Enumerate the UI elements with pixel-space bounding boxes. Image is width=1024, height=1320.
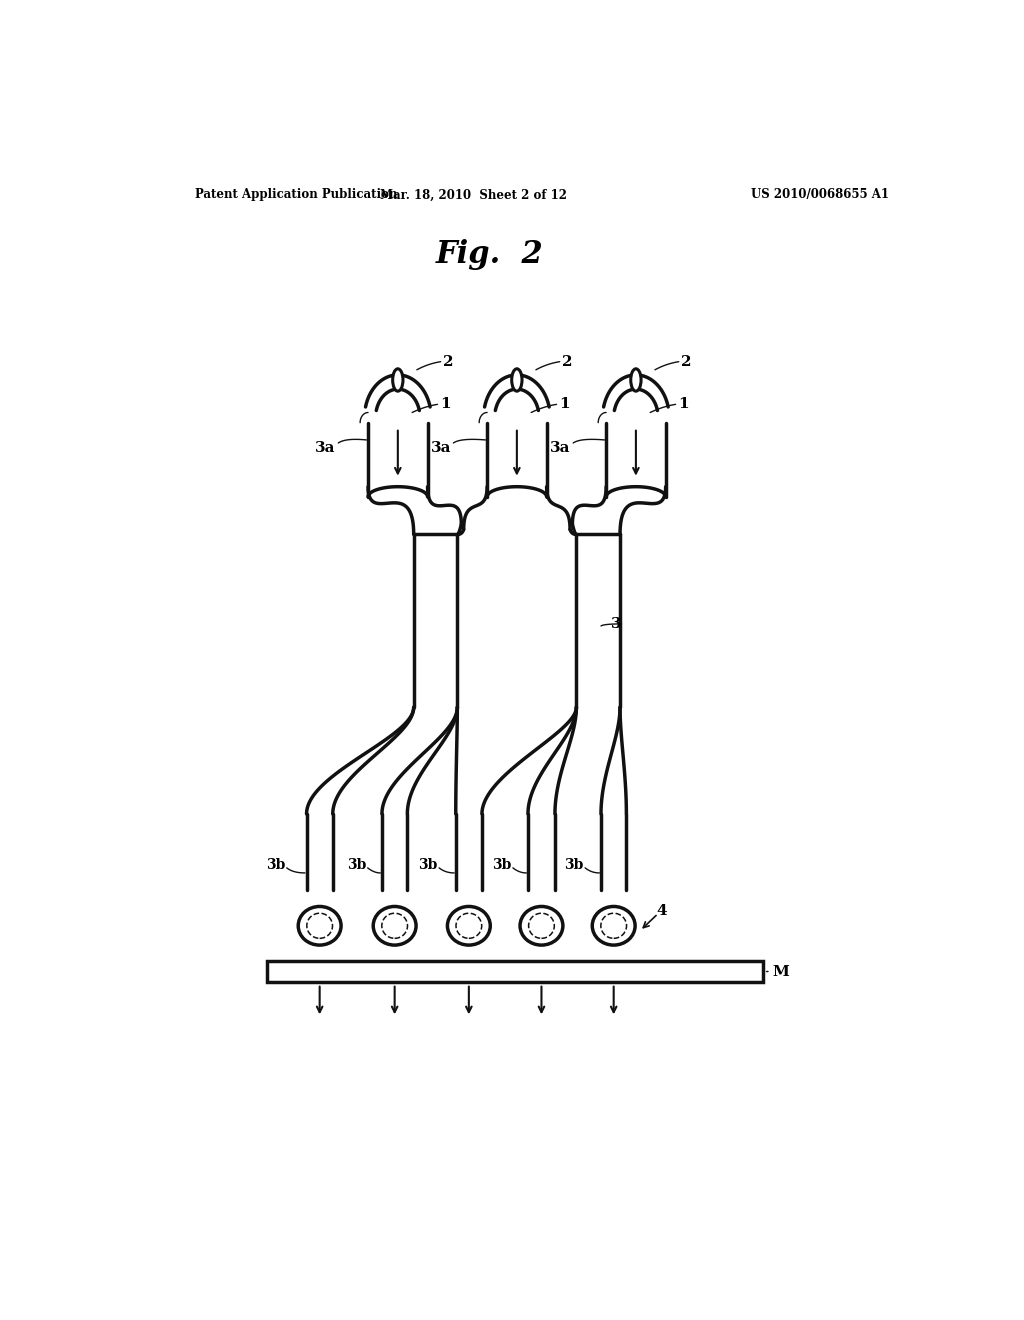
- Bar: [267, 961, 763, 982]
- Text: 3: 3: [610, 616, 622, 631]
- Text: US 2010/0068655 A1: US 2010/0068655 A1: [751, 189, 889, 202]
- Ellipse shape: [512, 368, 522, 391]
- Ellipse shape: [298, 907, 341, 945]
- Text: 3a: 3a: [550, 441, 570, 455]
- Text: Fig.  2: Fig. 2: [436, 239, 544, 271]
- Text: 1: 1: [440, 397, 451, 412]
- Text: Patent Application Publication: Patent Application Publication: [196, 189, 398, 202]
- Ellipse shape: [631, 368, 641, 391]
- Text: 3b: 3b: [418, 858, 437, 871]
- Text: 3a: 3a: [430, 441, 451, 455]
- Text: 4: 4: [656, 903, 668, 917]
- Text: 2: 2: [681, 355, 691, 368]
- Text: 3b: 3b: [492, 858, 511, 871]
- Text: 3b: 3b: [266, 858, 285, 871]
- Text: M: M: [772, 965, 790, 978]
- Text: 2: 2: [562, 355, 572, 368]
- Text: 3b: 3b: [347, 858, 367, 871]
- Text: 1: 1: [678, 397, 688, 412]
- Ellipse shape: [392, 368, 403, 391]
- Ellipse shape: [520, 907, 563, 945]
- Text: 3b: 3b: [564, 858, 584, 871]
- Text: 3a: 3a: [315, 441, 336, 455]
- Ellipse shape: [373, 907, 416, 945]
- Ellipse shape: [592, 907, 635, 945]
- Ellipse shape: [447, 907, 490, 945]
- Text: 1: 1: [559, 397, 569, 412]
- Text: 2: 2: [443, 355, 454, 368]
- Text: Mar. 18, 2010  Sheet 2 of 12: Mar. 18, 2010 Sheet 2 of 12: [380, 189, 566, 202]
